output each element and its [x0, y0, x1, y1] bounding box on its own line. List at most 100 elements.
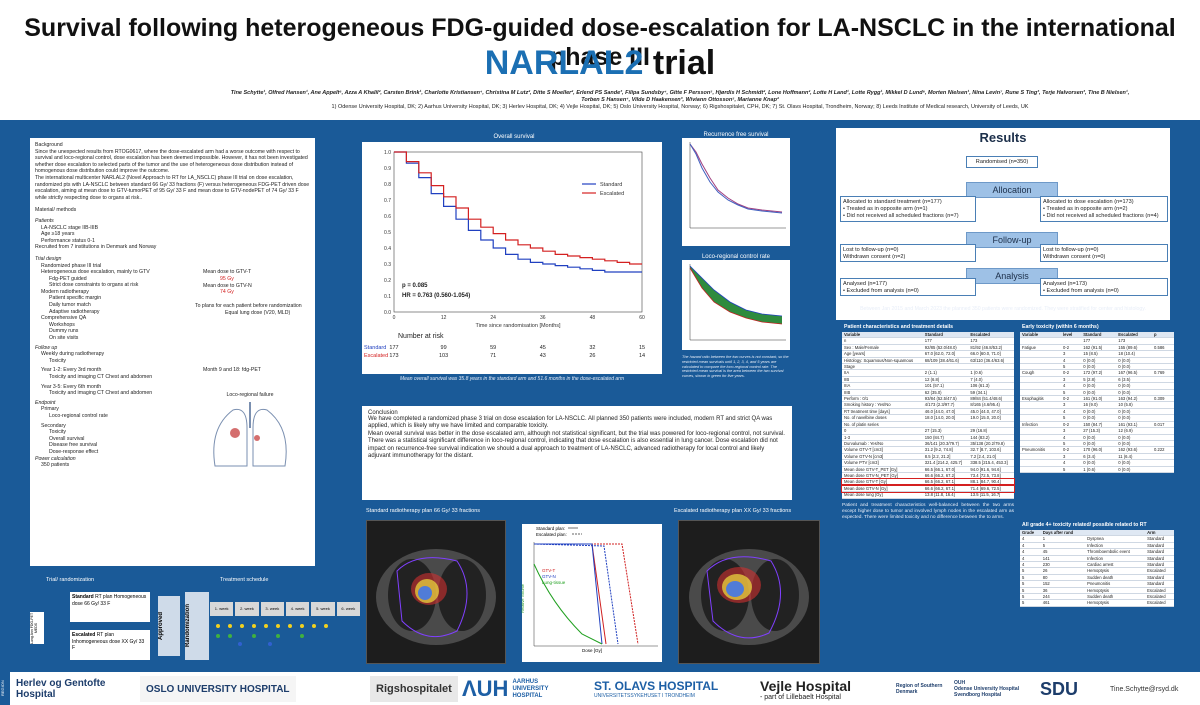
- mean-dose-t-label: Mean dose to GTV-T: [203, 269, 252, 276]
- table-cell: 1-3: [842, 434, 923, 441]
- table-row: Mean dose GTV-N_PET [Gy] 66.6 [66.2, 67.2…: [842, 472, 1014, 480]
- table-cell: [1020, 434, 1062, 441]
- table-cell: 150 (84.7): [922, 434, 969, 441]
- table-cell: 89/84 (51.4/48.6): [968, 395, 1014, 403]
- table-cell: 35/138 (20.2/79.8): [968, 440, 1014, 448]
- table-cell: 8.5 [2.2, 21.2]: [922, 453, 969, 461]
- table-header-row: Variable Standard Escalated: [842, 332, 1014, 339]
- table-cell: [1020, 401, 1062, 409]
- table-cell: 106 (61.3): [968, 382, 1014, 390]
- table-cell: 0 (0.0): [1116, 440, 1152, 448]
- table-row: RT treatment time [days] 46.0 [44.0, 47.0…: [842, 408, 1014, 416]
- table-cell: Infection: [1085, 555, 1146, 563]
- fu-std-line: Lost to follow-up (n=0): [843, 247, 899, 253]
- table-cell: 13.5 [11.5, 16.7]: [968, 491, 1014, 499]
- table-cell: 0.017: [1152, 421, 1174, 429]
- table-cell: Thromboembolic event: [1085, 548, 1146, 556]
- follow-item: Year 1-2: Every 3rd month: [41, 367, 102, 374]
- table-cell: 167 (96.5): [1116, 369, 1152, 377]
- table-cell: 31.2 [9.2, 74.8]: [922, 446, 969, 454]
- table-cell: 0 (0.0): [1116, 466, 1152, 473]
- title-line-2: NARLAL2 trial: [0, 44, 1200, 83]
- fu-esc-line: Withdrawn consent (n=0): [1043, 254, 1106, 260]
- design-subitem: Patient specific margin: [49, 295, 102, 302]
- table-cell: 36: [1040, 587, 1086, 595]
- table-cell: Cardiac arrest: [1085, 561, 1146, 569]
- design-item: Randomized phase III trial: [41, 262, 102, 269]
- logo-vejle-line1: Vejle Hospital: [760, 677, 852, 694]
- table-cell: 26: [1040, 567, 1086, 575]
- table-cell: 8/165 (4.6/95.4): [968, 401, 1014, 409]
- table-cell: [1020, 459, 1062, 467]
- os-xtick-label: 36: [540, 315, 546, 321]
- table-cell: Mean dose GTV-N [Gy]: [842, 485, 923, 493]
- table-cell: Infection: [1085, 542, 1146, 550]
- table-cell: [1020, 427, 1062, 435]
- table-cell: [1020, 440, 1062, 448]
- analysis-standard: Analysed (n=177) • Excluded from analysi…: [840, 278, 976, 296]
- dvh-gtvt-label: GTV-T: [542, 568, 556, 573]
- table-cell: [1020, 337, 1062, 345]
- os-xtick-label: 48: [590, 315, 596, 321]
- left-panel: Background Since the unexpected results …: [30, 138, 315, 566]
- table-cell: 0 (0.0): [1081, 408, 1117, 416]
- table-cell: [1020, 357, 1062, 365]
- table-cell: [968, 363, 1014, 371]
- logo-aarhus-line2: UNIVERSITY: [512, 685, 549, 692]
- table-cell: Sudden death: [1085, 574, 1146, 582]
- table-cell: 0 (0.0): [1116, 459, 1152, 467]
- table-cell: 93/84 (52.5/47.5): [922, 395, 969, 403]
- table-cell: 27 (15.3): [922, 427, 969, 435]
- randomised-box: Randomised (n=350): [966, 156, 1038, 168]
- tox-section: Early toxicity (within 6 months) Variabl…: [1020, 322, 1174, 522]
- approved-label: Approved: [158, 596, 180, 656]
- plans-section: Standard radiotherapy plan 66 Gy/ 33 fra…: [362, 506, 824, 666]
- table-row: 4 1 Dyspnea Standard: [1020, 535, 1174, 543]
- table-cell: Standard: [922, 332, 969, 339]
- table-row: 4 45 Thromboembolic event Standard: [1020, 548, 1174, 556]
- table-cell: Arm: [1145, 530, 1174, 537]
- table-cell: [1152, 357, 1174, 365]
- an-esc-line: • Excluded from analysis (n=0): [1043, 288, 1119, 294]
- table-cell: 80: [1040, 574, 1086, 582]
- methods-title: Material/ methods: [35, 207, 77, 214]
- escalated-ct-image: [689, 549, 809, 645]
- table-row: 4 230 Cardiac arrest Standard: [1020, 561, 1174, 569]
- table-row: No. of platin series: [842, 421, 1014, 429]
- table-cell: 0.586: [1152, 344, 1174, 352]
- table-row: Age [years] 67.0 [62.0, 72.0] 66.0 [60.0, …: [842, 350, 1014, 358]
- table-cell: 88.1 [84.7, 90.4]: [968, 478, 1014, 486]
- design-subitem: Daily tumor match: [49, 302, 91, 309]
- table-row: Durvalumab : Yes/No 36/141 (20.3/79.7) 35/…: [842, 440, 1014, 448]
- table-cell: 4: [1020, 555, 1041, 563]
- table-cell: Standard: [1145, 535, 1174, 543]
- standard-box-text: RT plan Homogeneous dose 66 Gy/ 33 F: [72, 594, 147, 607]
- table-cell: 155 (89.6): [1116, 344, 1152, 352]
- table-cell: Standard: [1145, 542, 1174, 550]
- author-list: Tine Schytte¹, Olfred Hansen¹, Ane Appel…: [230, 90, 1130, 103]
- table-cell: 150 (84.7): [1081, 421, 1117, 429]
- table-cell: Histology: Squamous/Non-squamous: [842, 357, 923, 365]
- conclusion-panel: Conclusion We have completed a randomize…: [362, 406, 792, 500]
- follow-title: Follow up: [35, 344, 58, 351]
- table-cell: 7.2 [2.4, 21.0]: [968, 453, 1014, 461]
- analysis-banner: Analysis: [966, 268, 1058, 284]
- table-cell: [1020, 350, 1062, 358]
- table-cell: Escalated: [1145, 599, 1174, 607]
- table-cell: 0 (0.0): [1116, 414, 1152, 422]
- table-subheader-row: 177 173: [1020, 337, 1174, 345]
- pet-months: Month 9 and 18: fdg-PET: [203, 367, 261, 373]
- table-cell: 66.5 [66.2, 67.1]: [922, 478, 969, 486]
- os-ytick-label: 0.2: [384, 278, 391, 284]
- endpoint-primary: Primary: [41, 406, 59, 413]
- dvh-escalated-legend: Escalated plan:: [536, 532, 567, 537]
- contact-email[interactable]: Tine.Schytte@rsyd.dk: [1110, 685, 1179, 693]
- char-note: Patient and treatment characteristics we…: [842, 502, 1014, 520]
- table-cell: 5: [1020, 587, 1041, 595]
- table-cell: 3: [1061, 453, 1082, 461]
- os-chart: 0.0 0.1 0.2 0.3 0.4 0.5 0.6 0.7 0.8 0.9 1.0 0 12 24 36…: [364, 150, 645, 359]
- table-cell: 63/110 (36.4/63.6): [968, 357, 1014, 365]
- authors: Tine Schytte¹, Olfred Hansen¹, Ane Appel…: [230, 90, 1130, 111]
- table-cell: 4/173 (2.3/97.7): [922, 401, 969, 409]
